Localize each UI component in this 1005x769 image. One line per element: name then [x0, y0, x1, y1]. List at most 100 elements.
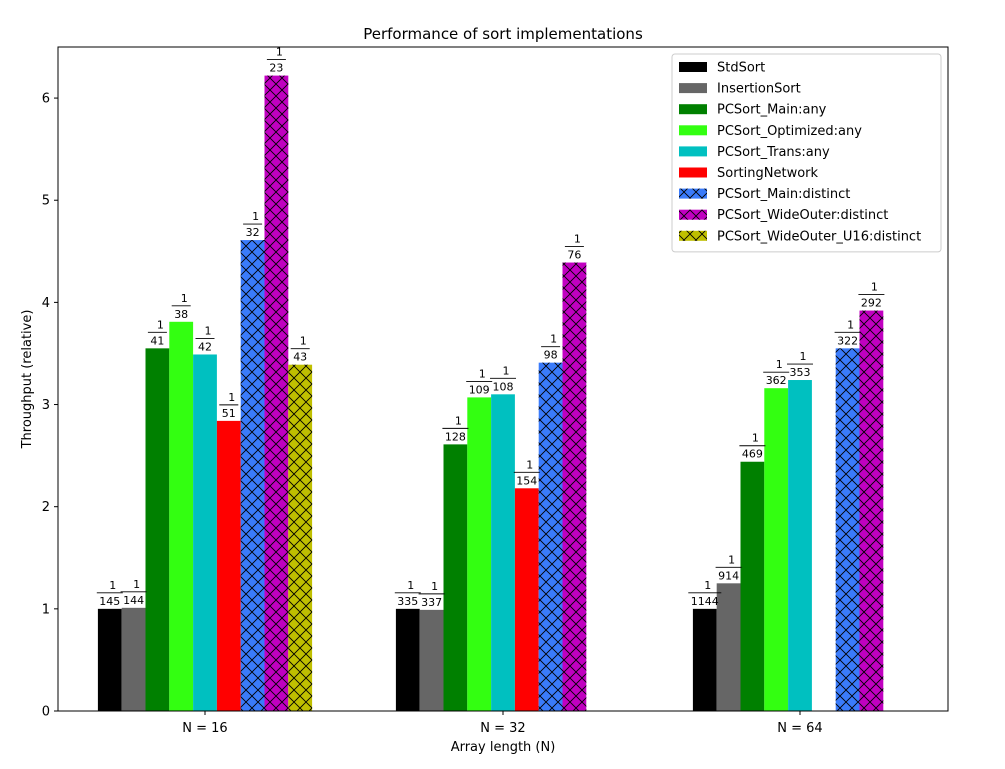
data-label-numerator: 1 [776, 358, 783, 371]
bar [788, 380, 812, 711]
y-tick-label: 1 [42, 602, 50, 617]
data-label: 142 [195, 324, 215, 353]
data-label-numerator: 1 [574, 233, 581, 246]
legend-swatch [679, 104, 707, 115]
data-label-numerator: 1 [550, 333, 557, 346]
data-label-numerator: 1 [109, 579, 116, 592]
data-label: 1144 [120, 578, 147, 607]
legend-item: PCSort_WideOuter_U16:distinct [679, 229, 921, 244]
data-label-denominator: 469 [742, 448, 763, 461]
data-label-denominator: 43 [293, 351, 307, 364]
legend-item: PCSort_Main:distinct [679, 187, 850, 202]
x-tick-label: N = 64 [777, 721, 822, 736]
bar-hatch [835, 348, 860, 711]
data-label-numerator: 1 [228, 391, 235, 404]
data-label: 141 [147, 318, 167, 347]
y-axis-title: Throughput (relative) [20, 310, 35, 450]
legend-item: PCSort_Main:any [679, 103, 827, 118]
data-label: 143 [290, 335, 310, 364]
data-label-denominator: 32 [246, 226, 260, 239]
legend-swatch-hatch [679, 209, 707, 220]
data-label-denominator: 353 [790, 366, 811, 379]
bar [491, 394, 515, 711]
bar [395, 608, 420, 711]
data-label-numerator: 1 [157, 318, 164, 331]
legend-label: PCSort_Main:distinct [717, 187, 850, 202]
data-label-numerator: 1 [800, 350, 807, 363]
bar-hatch [859, 310, 884, 711]
bar [419, 609, 444, 711]
data-label: 123 [266, 46, 286, 75]
data-label: 1 1144 [688, 579, 722, 608]
y-tick-label: 4 [42, 296, 50, 311]
data-label-numerator: 1 [181, 292, 188, 305]
legend-label: PCSort_Optimized:any [717, 124, 862, 139]
data-label-numerator: 1 [752, 432, 759, 445]
legend-item: SortingNetwork [679, 166, 819, 181]
legend-label: InsertionSort [717, 82, 801, 97]
data-label-numerator: 1 [252, 210, 259, 223]
legend-item: PCSort_Trans:any [679, 145, 830, 160]
y-tick-label: 5 [42, 194, 50, 209]
legend-swatch [679, 146, 707, 157]
data-label-denominator: 1144 [691, 595, 719, 608]
data-label-numerator: 1 [455, 414, 462, 427]
data-label-numerator: 1 [431, 580, 438, 593]
data-label-denominator: 335 [397, 595, 418, 608]
bar-hatch [562, 262, 587, 711]
legend-label: SortingNetwork [717, 166, 819, 181]
legend-item: PCSort_Optimized:any [679, 124, 862, 139]
bars-layer [97, 75, 884, 712]
data-label-numerator: 1 [847, 318, 854, 331]
data-label-denominator: 322 [837, 334, 858, 347]
bar [97, 608, 122, 711]
data-label: 176 [564, 233, 584, 262]
data-label: 151 [219, 391, 239, 420]
legend-swatch-hatch [679, 230, 707, 241]
data-label-numerator: 1 [728, 553, 735, 566]
data-label-denominator: 128 [445, 430, 466, 443]
legend-label: PCSort_WideOuter:distinct [717, 208, 888, 223]
legend-item: InsertionSort [679, 82, 801, 97]
y-tick-label: 3 [42, 398, 50, 413]
data-label-denominator: 154 [516, 474, 537, 487]
data-label-denominator: 38 [174, 308, 188, 321]
bar [443, 444, 468, 711]
data-label-numerator: 1 [503, 364, 510, 377]
legend-item: StdSort [679, 61, 765, 76]
data-label: 132 [243, 210, 263, 239]
x-axis-title: Array length (N) [451, 740, 556, 755]
data-label-numerator: 1 [300, 335, 307, 348]
data-label-numerator: 1 [526, 458, 533, 471]
bar [514, 488, 539, 711]
bar [764, 388, 789, 711]
legend-label: PCSort_Trans:any [717, 145, 830, 160]
chart-title: Performance of sort implementations [363, 25, 643, 43]
data-label-denominator: 51 [222, 407, 236, 420]
data-label: 138 [171, 292, 191, 321]
legend-swatch [679, 62, 707, 72]
data-label-denominator: 23 [269, 62, 283, 75]
bar-hatch [264, 75, 289, 712]
bar [169, 321, 194, 711]
bar [193, 354, 217, 711]
data-label-numerator: 1 [871, 281, 878, 294]
legend-item: PCSort_WideOuter:distinct [679, 208, 888, 223]
data-label-denominator: 337 [421, 596, 442, 609]
data-label-denominator: 292 [861, 297, 882, 310]
x-tick-label: N = 32 [480, 721, 525, 736]
data-label-denominator: 109 [469, 383, 490, 396]
